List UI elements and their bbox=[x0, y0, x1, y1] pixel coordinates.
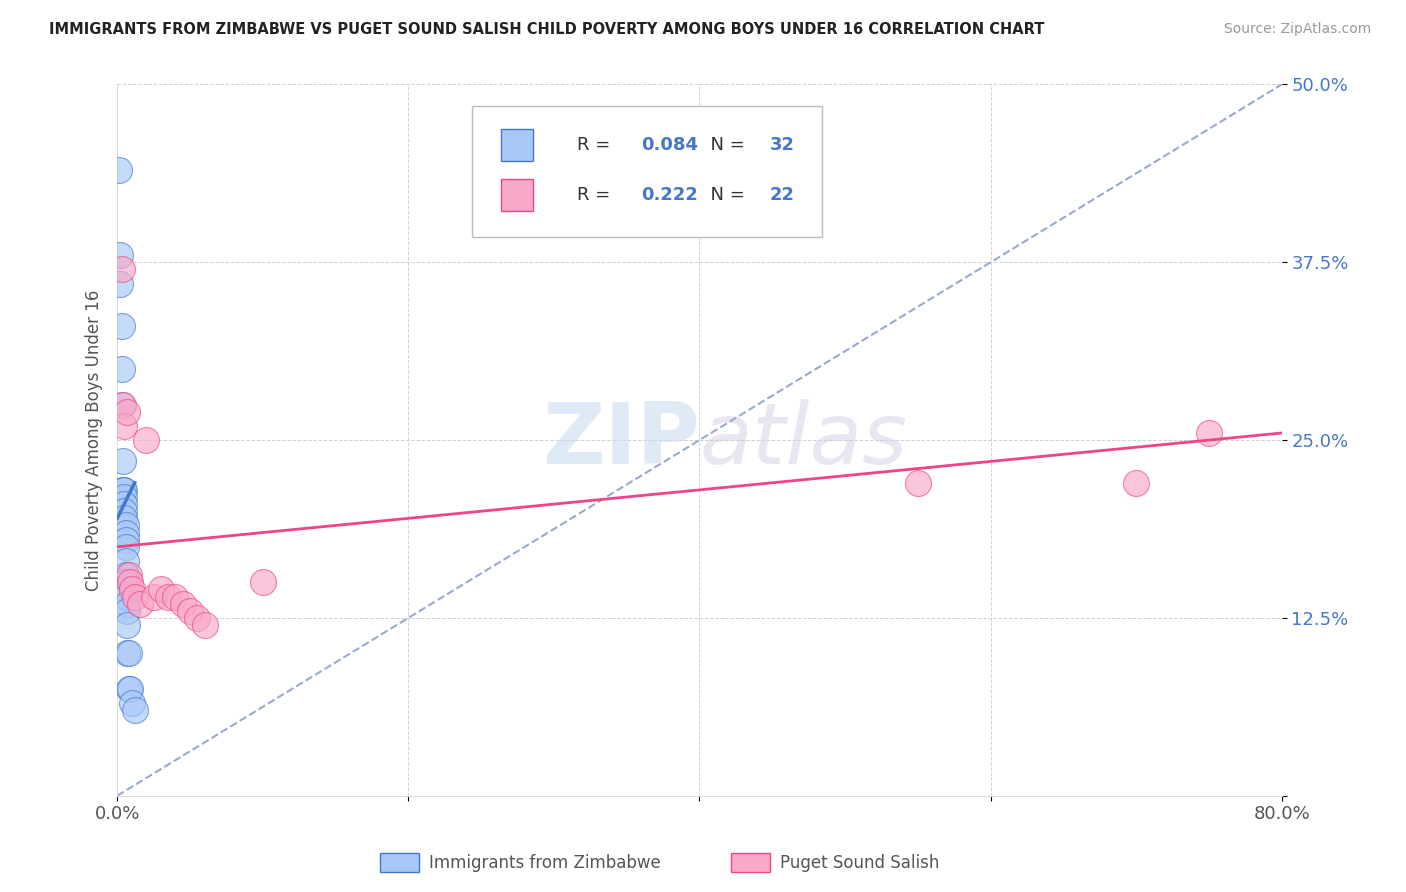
Point bbox=[186, 611, 208, 625]
Point bbox=[118, 681, 141, 696]
Point bbox=[135, 433, 157, 447]
Text: R =: R = bbox=[578, 186, 616, 203]
Text: 0.084: 0.084 bbox=[641, 136, 699, 154]
Text: IMMIGRANTS FROM ZIMBABWE VS PUGET SOUND SALISH CHILD POVERTY AMONG BOYS UNDER 16: IMMIGRANTS FROM ZIMBABWE VS PUGET SOUND … bbox=[49, 22, 1045, 37]
Point bbox=[121, 696, 143, 710]
Text: 0.222: 0.222 bbox=[641, 186, 699, 203]
Point bbox=[117, 647, 139, 661]
Point bbox=[118, 647, 141, 661]
Text: atlas: atlas bbox=[699, 399, 907, 482]
Text: Source: ZipAtlas.com: Source: ZipAtlas.com bbox=[1223, 22, 1371, 37]
Point bbox=[165, 590, 187, 604]
Point bbox=[115, 568, 138, 582]
Point bbox=[149, 582, 172, 597]
Point bbox=[114, 483, 136, 497]
Point bbox=[124, 703, 146, 717]
Point bbox=[114, 418, 136, 433]
Text: N =: N = bbox=[699, 186, 751, 203]
Point bbox=[108, 277, 131, 291]
Point bbox=[111, 483, 134, 497]
Text: R =: R = bbox=[578, 136, 616, 154]
Point bbox=[115, 575, 138, 590]
Point bbox=[1125, 475, 1147, 490]
Point bbox=[111, 454, 134, 468]
Point bbox=[108, 248, 131, 262]
Text: 32: 32 bbox=[769, 136, 794, 154]
Point bbox=[114, 497, 136, 511]
Point bbox=[111, 398, 134, 412]
Point bbox=[114, 490, 136, 504]
Point bbox=[107, 162, 129, 177]
Point bbox=[111, 483, 134, 497]
Text: 22: 22 bbox=[769, 186, 794, 203]
FancyBboxPatch shape bbox=[502, 178, 533, 211]
Point bbox=[121, 582, 143, 597]
Point bbox=[252, 575, 274, 590]
Point bbox=[115, 590, 138, 604]
Text: Immigrants from Zimbabwe: Immigrants from Zimbabwe bbox=[429, 854, 661, 871]
Point bbox=[110, 398, 132, 412]
Point bbox=[114, 511, 136, 525]
Point bbox=[117, 597, 139, 611]
Point bbox=[157, 590, 180, 604]
Point bbox=[1198, 425, 1220, 440]
Point bbox=[117, 404, 139, 418]
Point bbox=[115, 518, 138, 533]
Point bbox=[142, 590, 165, 604]
Text: N =: N = bbox=[699, 136, 751, 154]
Point bbox=[172, 597, 194, 611]
Point bbox=[115, 533, 138, 547]
Point bbox=[118, 568, 141, 582]
Point bbox=[907, 475, 929, 490]
Point bbox=[110, 262, 132, 277]
Point bbox=[179, 604, 201, 618]
Point bbox=[120, 681, 142, 696]
Point bbox=[193, 618, 215, 632]
Point bbox=[117, 604, 139, 618]
Point bbox=[117, 618, 139, 632]
FancyBboxPatch shape bbox=[502, 129, 533, 161]
Point bbox=[115, 540, 138, 554]
Point bbox=[129, 597, 152, 611]
Text: ZIP: ZIP bbox=[541, 399, 699, 482]
Point bbox=[115, 582, 138, 597]
Point bbox=[124, 590, 146, 604]
Point bbox=[110, 362, 132, 376]
Point bbox=[110, 319, 132, 334]
Point bbox=[115, 525, 138, 540]
Point bbox=[120, 575, 142, 590]
Y-axis label: Child Poverty Among Boys Under 16: Child Poverty Among Boys Under 16 bbox=[86, 289, 103, 591]
Point bbox=[115, 554, 138, 568]
FancyBboxPatch shape bbox=[472, 106, 821, 237]
Text: Puget Sound Salish: Puget Sound Salish bbox=[780, 854, 939, 871]
Point bbox=[114, 504, 136, 518]
